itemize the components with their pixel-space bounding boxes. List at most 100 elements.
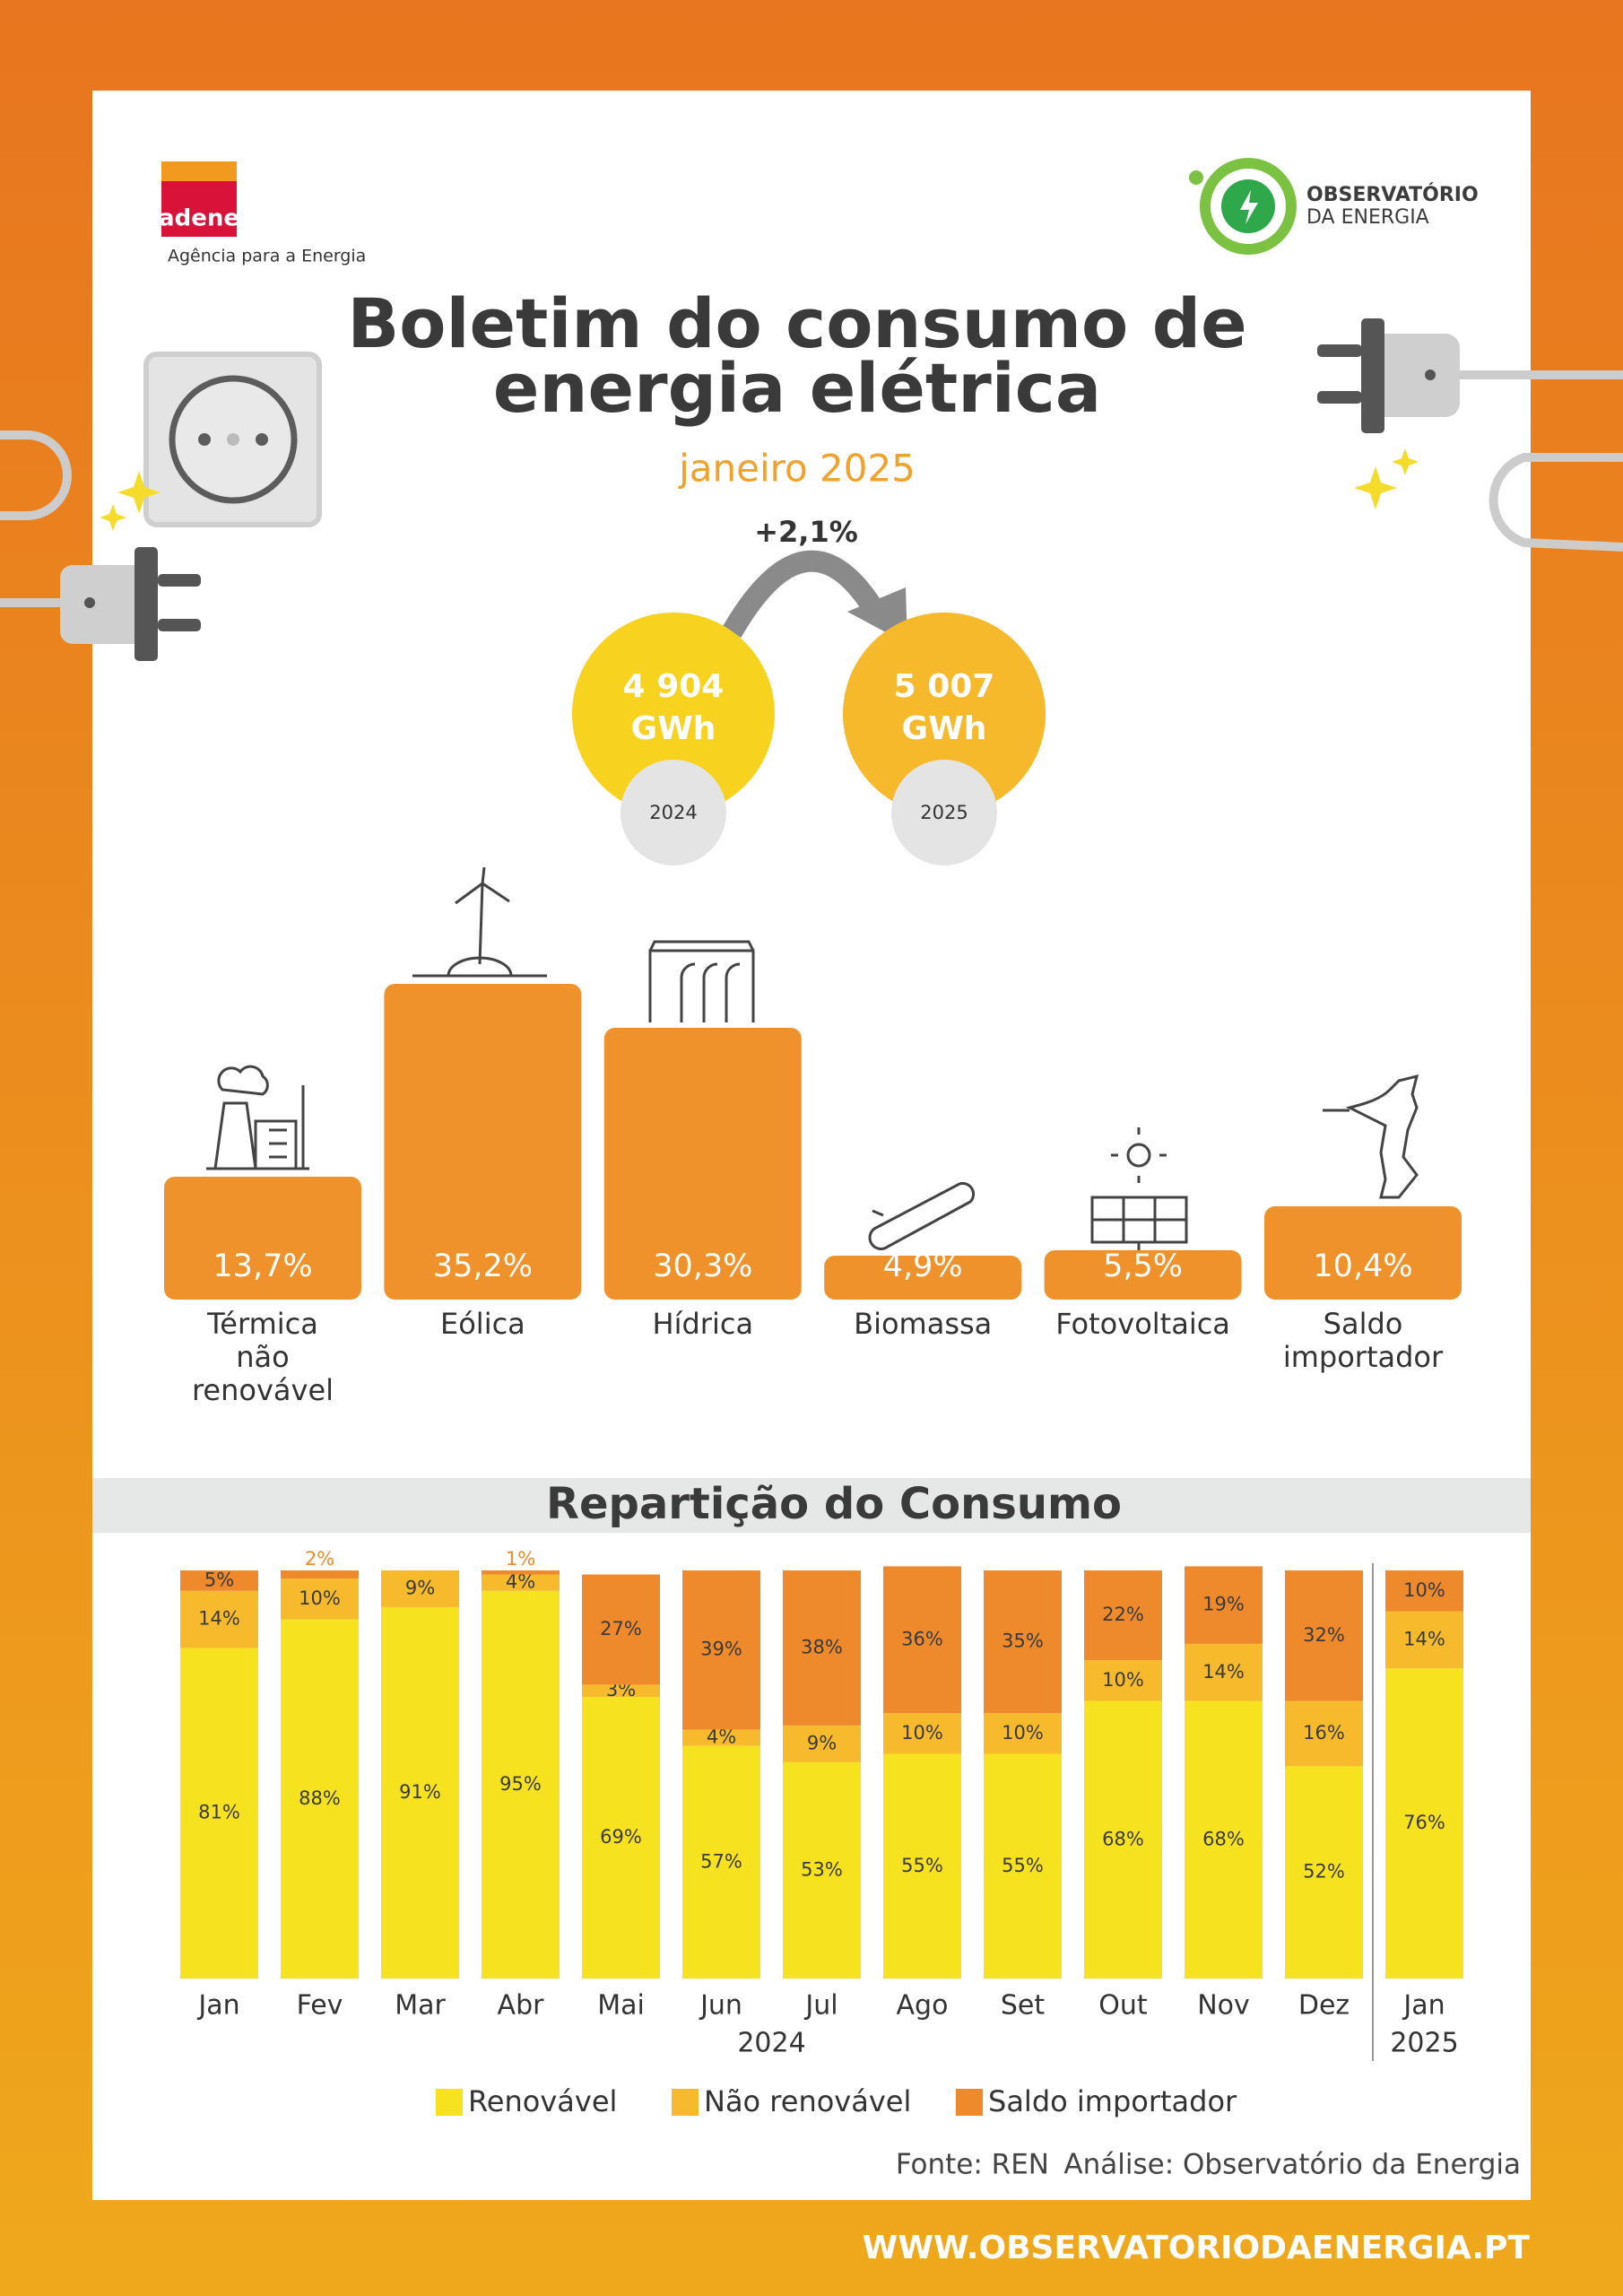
- x-tick-label: Jun: [699, 1990, 742, 2022]
- bar-segment: [582, 1574, 660, 1685]
- legend-label: Não renovável: [704, 2084, 911, 2118]
- bar-segment: [682, 1745, 760, 1979]
- bar-segment: [180, 1648, 258, 1979]
- source: Fonte: REN: [896, 2149, 1049, 2181]
- legend-label: Renovável: [468, 2084, 617, 2118]
- bar-segment: [783, 1761, 861, 1979]
- segment-label: 68%: [1202, 1828, 1245, 1849]
- segment-label: 4%: [707, 1726, 736, 1748]
- legend-swatch: [672, 2089, 699, 2116]
- logo-caption: Agência para a Energia: [168, 247, 366, 266]
- x-tick-label: Nov: [1197, 1990, 1250, 2022]
- bar-segment: [883, 1753, 961, 1979]
- category-label: Biomassa: [854, 1307, 993, 1341]
- bar-segment: [1084, 1660, 1162, 1701]
- logo-dot: [1189, 170, 1203, 185]
- unit: GWh: [902, 710, 987, 747]
- change-label: +2,1%: [754, 515, 858, 549]
- segment-label: 19%: [1202, 1594, 1245, 1615]
- title: energia elétrica: [493, 348, 1101, 428]
- arrow: [722, 550, 884, 639]
- category-label: Hídrica: [652, 1307, 754, 1341]
- bar-segment: [381, 1570, 459, 1607]
- bar-segment: [883, 1566, 961, 1714]
- bar-segment: [281, 1619, 359, 1979]
- unit: GWh: [631, 710, 716, 747]
- value-label: 35,2%: [433, 1248, 533, 1284]
- x-tick-label: Mar: [395, 1990, 446, 2022]
- bar-segment: [482, 1590, 560, 1979]
- bar-segment: [1285, 1766, 1363, 1979]
- bar: [824, 1256, 1022, 1300]
- segment-label: 2%: [305, 1548, 334, 1570]
- bar-segment: [582, 1697, 660, 1979]
- year-circle: [621, 760, 726, 865]
- bar-segment: [1185, 1566, 1263, 1644]
- segment-label: 52%: [1303, 1861, 1345, 1883]
- segment-label: 9%: [807, 1732, 837, 1753]
- segment-label: 1%: [506, 1548, 535, 1570]
- value-label: 13,7%: [213, 1248, 312, 1284]
- legend-swatch: [956, 2089, 983, 2116]
- bar-segment: [381, 1606, 459, 1979]
- x-tick-label: Set: [1001, 1990, 1046, 2022]
- bar-segment: [783, 1570, 861, 1726]
- bar-segment: [1385, 1668, 1463, 1979]
- logo-ring: [1200, 158, 1297, 255]
- bar-segment: [281, 1578, 359, 1620]
- title: Boletim do consumo de: [347, 283, 1246, 363]
- bar-segment: [180, 1590, 258, 1648]
- year-label: 2024: [737, 2028, 805, 2059]
- analysis: Análise: Observatório da Energia: [1063, 2149, 1521, 2181]
- segment-label: 39%: [700, 1639, 742, 1660]
- bar-segment: [984, 1753, 1062, 1979]
- category-label: Fotovoltaica: [1055, 1307, 1230, 1341]
- category-label: Eólica: [440, 1307, 525, 1341]
- segment-label: 10%: [299, 1587, 341, 1609]
- bar: [1044, 1250, 1242, 1300]
- bar-segment: [281, 1570, 359, 1579]
- segment-label: 91%: [399, 1781, 441, 1803]
- subtitle: janeiro 2025: [678, 447, 916, 491]
- segment-label: 88%: [299, 1787, 341, 1809]
- segment-label: 55%: [901, 1855, 943, 1876]
- segment-label: 14%: [198, 1608, 240, 1630]
- value-circle: [843, 613, 1046, 815]
- decoration: [0, 318, 1623, 1260]
- bar-segment: [783, 1725, 861, 1762]
- bar-segment: [482, 1574, 560, 1591]
- segment-label: 10%: [901, 1722, 943, 1744]
- year: 2025: [920, 802, 968, 823]
- url: WWW.OBSERVATORIODAENERGIA.PT: [863, 2230, 1531, 2266]
- bar-segment: [582, 1684, 660, 1698]
- segment-label: 16%: [1303, 1722, 1345, 1744]
- segment-label: 53%: [801, 1858, 843, 1880]
- segment-label: 35%: [1002, 1631, 1044, 1652]
- value: 5 007: [894, 668, 995, 705]
- section-title: Repartição do Consumo: [546, 1479, 1122, 1529]
- x-tick-label: Jan: [1402, 1990, 1445, 2022]
- bar-segment: [1084, 1700, 1162, 1979]
- x-tick-label: Out: [1098, 1990, 1148, 2022]
- segment-label: 10%: [1002, 1722, 1044, 1744]
- x-tick-label: Jan: [196, 1990, 239, 2022]
- x-tick-label: Dez: [1298, 1990, 1350, 2022]
- logo-band: [161, 161, 237, 181]
- year-label: 2025: [1390, 2028, 1458, 2059]
- segment-label: 36%: [901, 1628, 943, 1649]
- segment-label: 14%: [1202, 1661, 1245, 1683]
- bar-segment: [984, 1570, 1062, 1714]
- segment-label: 10%: [1403, 1579, 1445, 1601]
- bar-segment: [682, 1570, 760, 1730]
- bar-segment: [180, 1570, 258, 1591]
- bar-segment: [1285, 1700, 1363, 1767]
- bar-segment: [1185, 1643, 1263, 1701]
- logo-text: adene: [159, 205, 239, 232]
- value: 4 904: [623, 668, 725, 705]
- x-tick-label: Ago: [897, 1990, 949, 2022]
- value-label: 5,5%: [1103, 1248, 1183, 1284]
- segment-label: 4%: [506, 1571, 535, 1593]
- segment-label: 22%: [1102, 1604, 1144, 1625]
- legend-swatch: [436, 2089, 463, 2116]
